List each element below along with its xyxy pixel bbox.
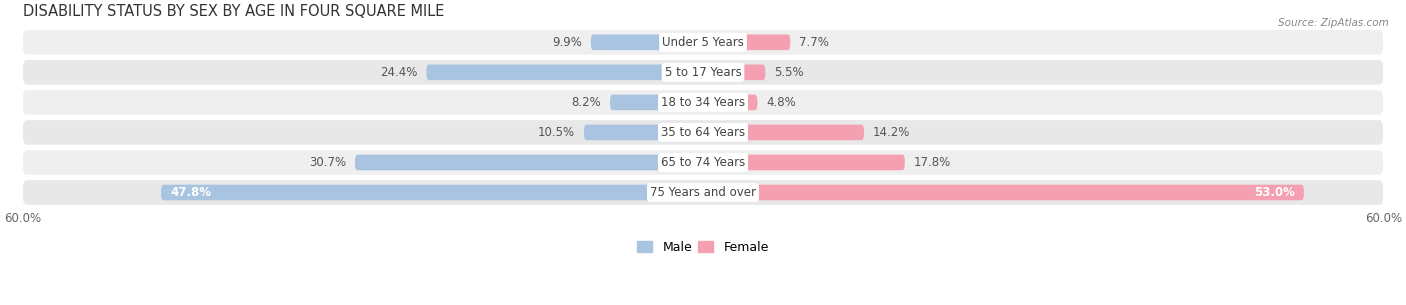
Text: DISABILITY STATUS BY SEX BY AGE IN FOUR SQUARE MILE: DISABILITY STATUS BY SEX BY AGE IN FOUR … bbox=[22, 4, 444, 19]
FancyBboxPatch shape bbox=[703, 185, 1303, 200]
FancyBboxPatch shape bbox=[703, 125, 865, 140]
Text: 53.0%: 53.0% bbox=[1254, 186, 1295, 199]
FancyBboxPatch shape bbox=[703, 95, 758, 110]
Text: 10.5%: 10.5% bbox=[537, 126, 575, 139]
FancyBboxPatch shape bbox=[703, 34, 790, 50]
FancyBboxPatch shape bbox=[354, 155, 703, 170]
FancyBboxPatch shape bbox=[591, 34, 703, 50]
Text: 30.7%: 30.7% bbox=[309, 156, 346, 169]
FancyBboxPatch shape bbox=[162, 185, 703, 200]
FancyBboxPatch shape bbox=[610, 95, 703, 110]
Text: 35 to 64 Years: 35 to 64 Years bbox=[661, 126, 745, 139]
Text: Source: ZipAtlas.com: Source: ZipAtlas.com bbox=[1278, 18, 1389, 28]
Text: 14.2%: 14.2% bbox=[873, 126, 911, 139]
Text: 65 to 74 Years: 65 to 74 Years bbox=[661, 156, 745, 169]
Text: 17.8%: 17.8% bbox=[914, 156, 950, 169]
FancyBboxPatch shape bbox=[22, 180, 1384, 205]
FancyBboxPatch shape bbox=[22, 90, 1384, 115]
FancyBboxPatch shape bbox=[583, 125, 703, 140]
Text: 75 Years and over: 75 Years and over bbox=[650, 186, 756, 199]
FancyBboxPatch shape bbox=[703, 155, 905, 170]
FancyBboxPatch shape bbox=[22, 60, 1384, 85]
Text: 7.7%: 7.7% bbox=[800, 36, 830, 49]
Text: 47.8%: 47.8% bbox=[170, 186, 211, 199]
Legend: Male, Female: Male, Female bbox=[633, 236, 773, 259]
Text: 9.9%: 9.9% bbox=[551, 36, 582, 49]
FancyBboxPatch shape bbox=[703, 65, 765, 80]
Text: 8.2%: 8.2% bbox=[571, 96, 600, 109]
FancyBboxPatch shape bbox=[22, 150, 1384, 175]
Text: 5.5%: 5.5% bbox=[775, 66, 804, 79]
FancyBboxPatch shape bbox=[22, 120, 1384, 145]
Text: 4.8%: 4.8% bbox=[766, 96, 796, 109]
FancyBboxPatch shape bbox=[426, 65, 703, 80]
FancyBboxPatch shape bbox=[22, 30, 1384, 55]
Text: Under 5 Years: Under 5 Years bbox=[662, 36, 744, 49]
Text: 5 to 17 Years: 5 to 17 Years bbox=[665, 66, 741, 79]
Text: 18 to 34 Years: 18 to 34 Years bbox=[661, 96, 745, 109]
Text: 24.4%: 24.4% bbox=[380, 66, 418, 79]
